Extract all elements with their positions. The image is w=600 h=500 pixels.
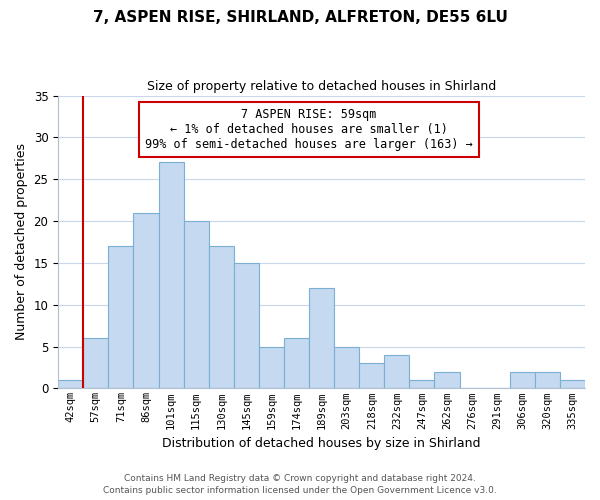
Text: Contains HM Land Registry data © Crown copyright and database right 2024.
Contai: Contains HM Land Registry data © Crown c… [103,474,497,495]
Title: Size of property relative to detached houses in Shirland: Size of property relative to detached ho… [147,80,496,93]
Y-axis label: Number of detached properties: Number of detached properties [15,144,28,340]
Bar [158,162,184,388]
Bar [209,246,234,388]
Bar [334,346,359,389]
Bar [359,364,384,388]
Bar [309,288,334,388]
Bar [560,380,585,388]
Bar [510,372,535,388]
X-axis label: Distribution of detached houses by size in Shirland: Distribution of detached houses by size … [163,437,481,450]
Bar [184,221,209,388]
Bar [535,372,560,388]
Bar [234,263,259,388]
Bar [259,346,284,389]
Bar [409,380,434,388]
Bar [83,338,109,388]
Text: 7, ASPEN RISE, SHIRLAND, ALFRETON, DE55 6LU: 7, ASPEN RISE, SHIRLAND, ALFRETON, DE55 … [92,10,508,25]
Bar [384,355,409,388]
Text: 7 ASPEN RISE: 59sqm
← 1% of detached houses are smaller (1)
99% of semi-detached: 7 ASPEN RISE: 59sqm ← 1% of detached hou… [145,108,473,151]
Bar [109,246,133,388]
Bar [133,212,158,388]
Bar [58,380,83,388]
Bar [434,372,460,388]
Bar [284,338,309,388]
